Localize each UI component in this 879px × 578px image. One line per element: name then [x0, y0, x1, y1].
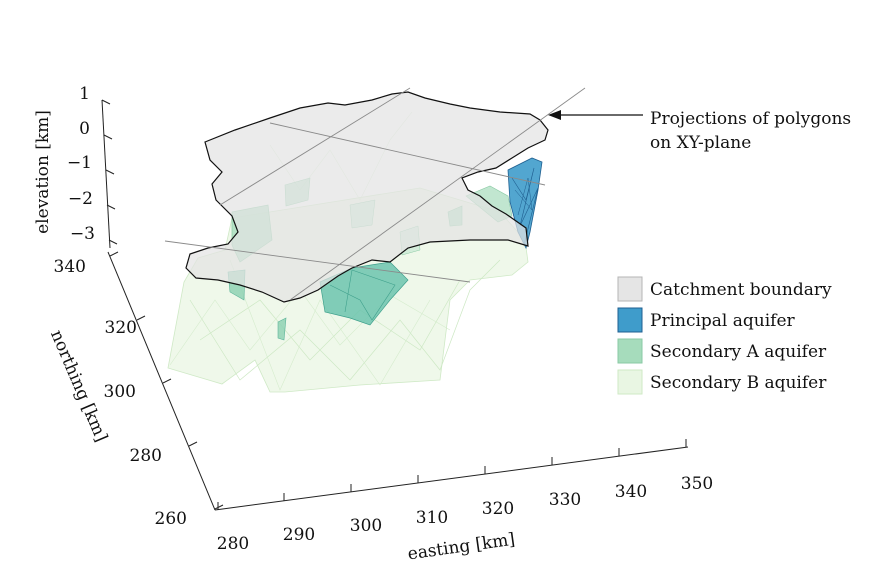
x-axis: [214, 439, 689, 511]
x-tick-label: 290: [283, 525, 315, 545]
x-axis-title: easting [km]: [406, 530, 516, 565]
z-tick-label: 0: [79, 119, 90, 139]
annotation-arrow: [548, 110, 643, 120]
catchment-boundary: [185, 91, 549, 303]
z-tick-label: −2: [68, 189, 93, 209]
legend-swatch-principal: [617, 307, 643, 333]
legend-label: Principal aquifer: [650, 311, 796, 331]
y-axis-title: northing [km]: [46, 327, 111, 445]
y-tick-label: 260: [155, 509, 187, 529]
z-tick-label: −3: [70, 224, 95, 244]
legend-label: Secondary A aquifer: [650, 342, 827, 362]
x-tick-label: 280: [217, 534, 249, 554]
z-axis: [101, 99, 118, 249]
x-tick-label: 350: [681, 474, 713, 494]
y-tick-label: 320: [105, 318, 137, 338]
x-tick-label: 330: [549, 490, 581, 510]
y-axis: [107, 251, 224, 511]
projection-lines: [164, 87, 586, 301]
annotation-line-2: on XY-plane: [650, 133, 751, 153]
y-tick-label: 340: [54, 257, 86, 277]
x-tick-label: 300: [350, 516, 382, 536]
legend-swatch-secondary-b: [617, 369, 643, 395]
annotation-line-1: Projections of polygons: [650, 109, 851, 129]
y-tick-label: 300: [104, 382, 136, 402]
x-tick-label: 340: [615, 482, 647, 502]
z-axis-title: elevation [km]: [33, 110, 53, 234]
legend-swatch-secondary-a: [617, 338, 643, 364]
legend-swatch-catchment: [617, 276, 643, 302]
x-tick-label: 320: [482, 499, 514, 519]
legend-label: Secondary B aquifer: [650, 373, 827, 393]
legend: Catchment boundary Principal aquifer Sec…: [617, 276, 832, 395]
legend-label: Catchment boundary: [650, 280, 832, 300]
z-tick-label: −1: [67, 153, 92, 173]
y-tick-label: 280: [130, 446, 162, 466]
x-tick-label: 310: [416, 508, 448, 528]
z-tick-label: 1: [79, 84, 90, 104]
